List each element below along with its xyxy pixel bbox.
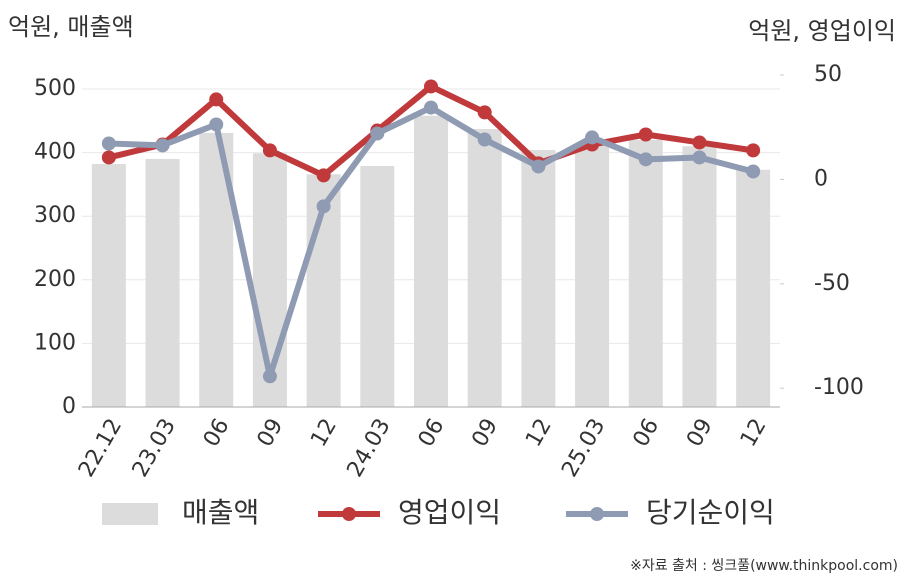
point bbox=[746, 164, 761, 179]
legend-swatch bbox=[102, 503, 158, 525]
x-tick-label: 25.03 bbox=[557, 415, 610, 482]
point bbox=[746, 143, 761, 158]
bar bbox=[575, 144, 610, 408]
point bbox=[209, 92, 224, 107]
y-tick-label: 300 bbox=[34, 203, 76, 228]
point bbox=[316, 168, 331, 183]
point bbox=[262, 143, 277, 158]
x-tick-label: 09 bbox=[467, 415, 503, 452]
y2-tick-label: -50 bbox=[814, 271, 850, 296]
y-tick-label: 0 bbox=[62, 394, 76, 419]
x-tick-label: 23.03 bbox=[128, 415, 181, 482]
legend-marker bbox=[342, 507, 356, 521]
y2-tick-label: -100 bbox=[814, 375, 864, 400]
x-tick-label: 06 bbox=[629, 415, 665, 452]
point bbox=[477, 105, 492, 120]
x-tick-label: 12 bbox=[306, 415, 342, 452]
x-tick-label: 12 bbox=[521, 415, 557, 452]
point bbox=[101, 136, 116, 151]
bar bbox=[360, 165, 395, 407]
point bbox=[262, 369, 277, 384]
point bbox=[531, 159, 546, 174]
point bbox=[638, 127, 653, 142]
y2-axis-title: 억원, 영업이익 bbox=[748, 17, 896, 45]
bar bbox=[521, 150, 556, 407]
source: ※자료 출처 : 씽크풀(www.thinkpool.com) bbox=[630, 558, 898, 574]
point bbox=[638, 152, 653, 167]
legend-marker bbox=[590, 507, 604, 521]
bar bbox=[628, 139, 663, 407]
x-tick-label: 24.03 bbox=[343, 415, 396, 482]
point bbox=[155, 138, 170, 153]
legend-label: 당기순이익 bbox=[646, 496, 775, 529]
y2-tick-label: 50 bbox=[814, 62, 842, 87]
y-tick-label: 200 bbox=[34, 267, 76, 292]
bar bbox=[414, 115, 448, 407]
point bbox=[316, 199, 331, 214]
bar bbox=[467, 129, 502, 407]
x-tick-label: 12 bbox=[736, 415, 772, 452]
point bbox=[477, 132, 492, 147]
y2-tick-label: 0 bbox=[814, 166, 828, 191]
point bbox=[101, 150, 116, 165]
x-tick-label: 06 bbox=[199, 415, 235, 452]
x-tick-label: 09 bbox=[253, 415, 289, 452]
point bbox=[209, 117, 224, 132]
point bbox=[692, 150, 707, 165]
y-tick-label: 500 bbox=[34, 76, 76, 101]
x-tick-label: 06 bbox=[414, 415, 450, 452]
legend-label: 매출액 bbox=[182, 496, 259, 529]
bar bbox=[91, 164, 126, 407]
x-tick-label: 22.12 bbox=[74, 415, 127, 482]
bar bbox=[736, 169, 771, 407]
point bbox=[424, 79, 438, 94]
y-tick-label: 100 bbox=[34, 330, 76, 355]
y-axis-title: 억원, 매출액 bbox=[8, 13, 134, 41]
y-tick-label: 400 bbox=[34, 140, 76, 165]
bar bbox=[682, 146, 717, 408]
point bbox=[585, 130, 600, 145]
point bbox=[692, 135, 707, 150]
point bbox=[424, 100, 438, 115]
point bbox=[370, 126, 385, 141]
x-tick-label: 09 bbox=[682, 415, 718, 452]
legend-label: 영업이익 bbox=[398, 496, 501, 529]
bar bbox=[145, 158, 180, 407]
